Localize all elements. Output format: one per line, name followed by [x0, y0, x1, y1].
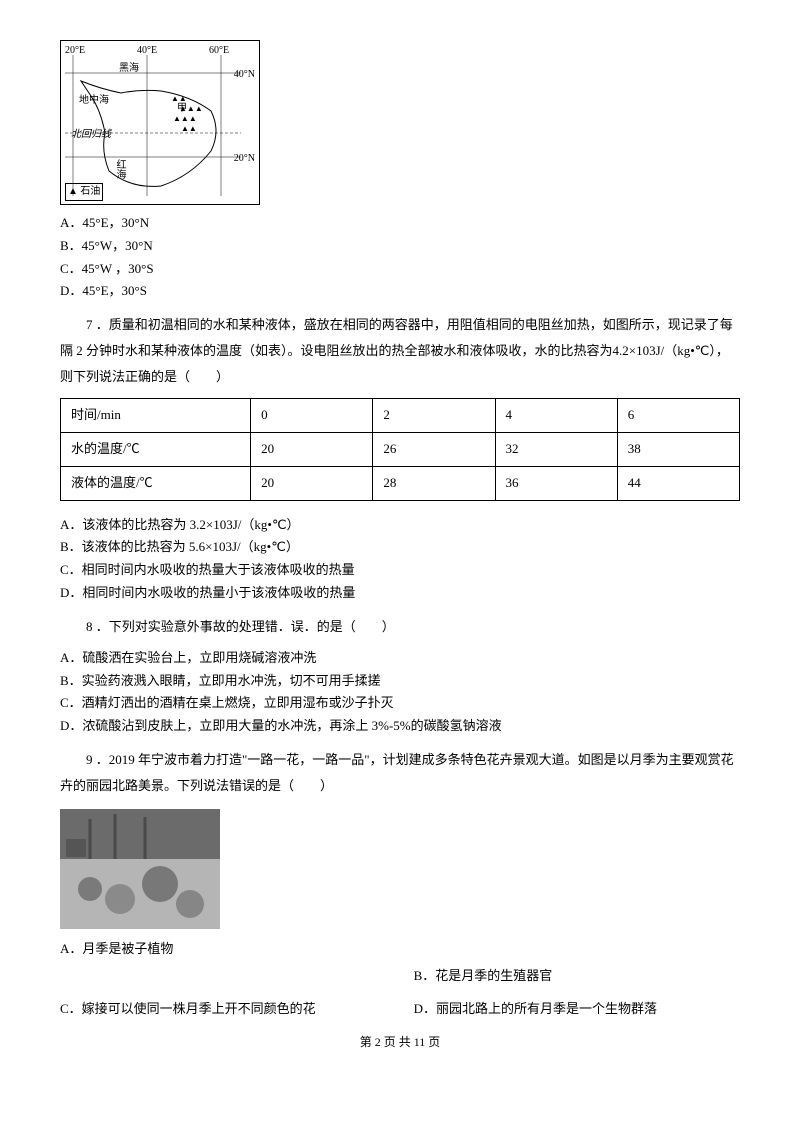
q7-r2-c3: 36 [495, 466, 617, 500]
q7-option-a: A．该液体的比热容为 3.2×103J/（kg•℃） [60, 515, 740, 536]
q7-r1-c1: 20 [251, 432, 373, 466]
q7-r1-c4: 38 [617, 432, 739, 466]
q7-r2-label: 液体的温度/℃ [61, 466, 251, 500]
svg-text:▲▲: ▲▲ [181, 124, 197, 133]
q7-r1-c3: 32 [495, 432, 617, 466]
q7-r2-c4: 44 [617, 466, 739, 500]
svg-text:▲▲▲: ▲▲▲ [173, 114, 197, 123]
table-row: 水的温度/℃ 20 26 32 38 [61, 432, 740, 466]
q6-option-b: B．45°W，30°N [60, 236, 740, 257]
q8-option-d: D．浓硫酸沾到皮肤上，立即用大量的水冲洗，再涂上 3%-5%的碳酸氢钠溶液 [60, 716, 740, 737]
q9-row-b: B．花是月季的生殖器官 [60, 966, 740, 987]
q9-row-cd: C．嫁接可以使同一株月季上开不同颜色的花 D．丽园北路上的所有月季是一个生物群落 [60, 999, 740, 1020]
q7-th-4: 4 [495, 399, 617, 433]
q6-option-c: C．45°W ，30°S [60, 259, 740, 280]
q8-text: 8 ．下列对实验意外事故的处理错．误．的是（ ） [60, 614, 740, 640]
q9-option-d: D．丽园北路上的所有月季是一个生物群落 [414, 999, 740, 1020]
q7-th-2: 2 [373, 399, 495, 433]
q8-option-b: B．实验药液溅入眼睛，立即用水冲洗，切不可用手揉搓 [60, 671, 740, 692]
q7-option-b: B．该液体的比热容为 5.6×103J/（kg•℃） [60, 537, 740, 558]
q7-th-6: 6 [617, 399, 739, 433]
q9-option-b: B．花是月季的生殖器官 [414, 966, 740, 987]
q7-th-time: 时间/min [61, 399, 251, 433]
q9-text: 9 ．2019 年宁波市着力打造"一路一花，一路一品"，计划建成多条特色花卉景观… [60, 747, 740, 799]
q9-option-c: C．嫁接可以使同一株月季上开不同颜色的花 [60, 999, 386, 1020]
map-figure: 20°E 40°E 60°E 40°N 20°N 黑海 地中海 红海 北回归线 … [60, 40, 260, 205]
q9-option-a: A．月季是被子植物 [60, 939, 740, 960]
q7-r2-c1: 20 [251, 466, 373, 500]
q7-option-d: D．相同时间内水吸收的热量小于该液体吸收的热量 [60, 583, 740, 604]
map-svg: ▲▲ ▲▲▲ ▲▲▲ ▲▲ [61, 41, 260, 205]
svg-text:▲▲: ▲▲ [171, 94, 187, 103]
q8-option-a: A．硫酸洒在实验台上，立即用烧碱溶液冲洗 [60, 648, 740, 669]
q7-text: 7 ．质量和初温相同的水和某种液体，盛放在相同的两容器中，用阻值相同的电阻丝加热… [60, 312, 740, 390]
q7-r1-label: 水的温度/℃ [61, 432, 251, 466]
q7-r2-c2: 28 [373, 466, 495, 500]
q9-photo [60, 809, 220, 929]
table-row: 时间/min 0 2 4 6 [61, 399, 740, 433]
table-row: 液体的温度/℃ 20 28 36 44 [61, 466, 740, 500]
q8-option-c: C．酒精灯洒出的酒精在桌上燃烧，立即用湿布或沙子扑灭 [60, 693, 740, 714]
q7-table: 时间/min 0 2 4 6 水的温度/℃ 20 26 32 38 液体的温度/… [60, 398, 740, 500]
page-footer: 第 2 页 共 11 页 [60, 1033, 740, 1052]
q7-option-c: C．相同时间内水吸收的热量大于该液体吸收的热量 [60, 560, 740, 581]
q7-th-0: 0 [251, 399, 373, 433]
q6-option-a: A．45°E，30°N [60, 213, 740, 234]
svg-text:▲▲▲: ▲▲▲ [179, 104, 203, 113]
photo-svg [60, 809, 220, 929]
q6-option-d: D．45°E，30°S [60, 281, 740, 302]
q7-r1-c2: 26 [373, 432, 495, 466]
